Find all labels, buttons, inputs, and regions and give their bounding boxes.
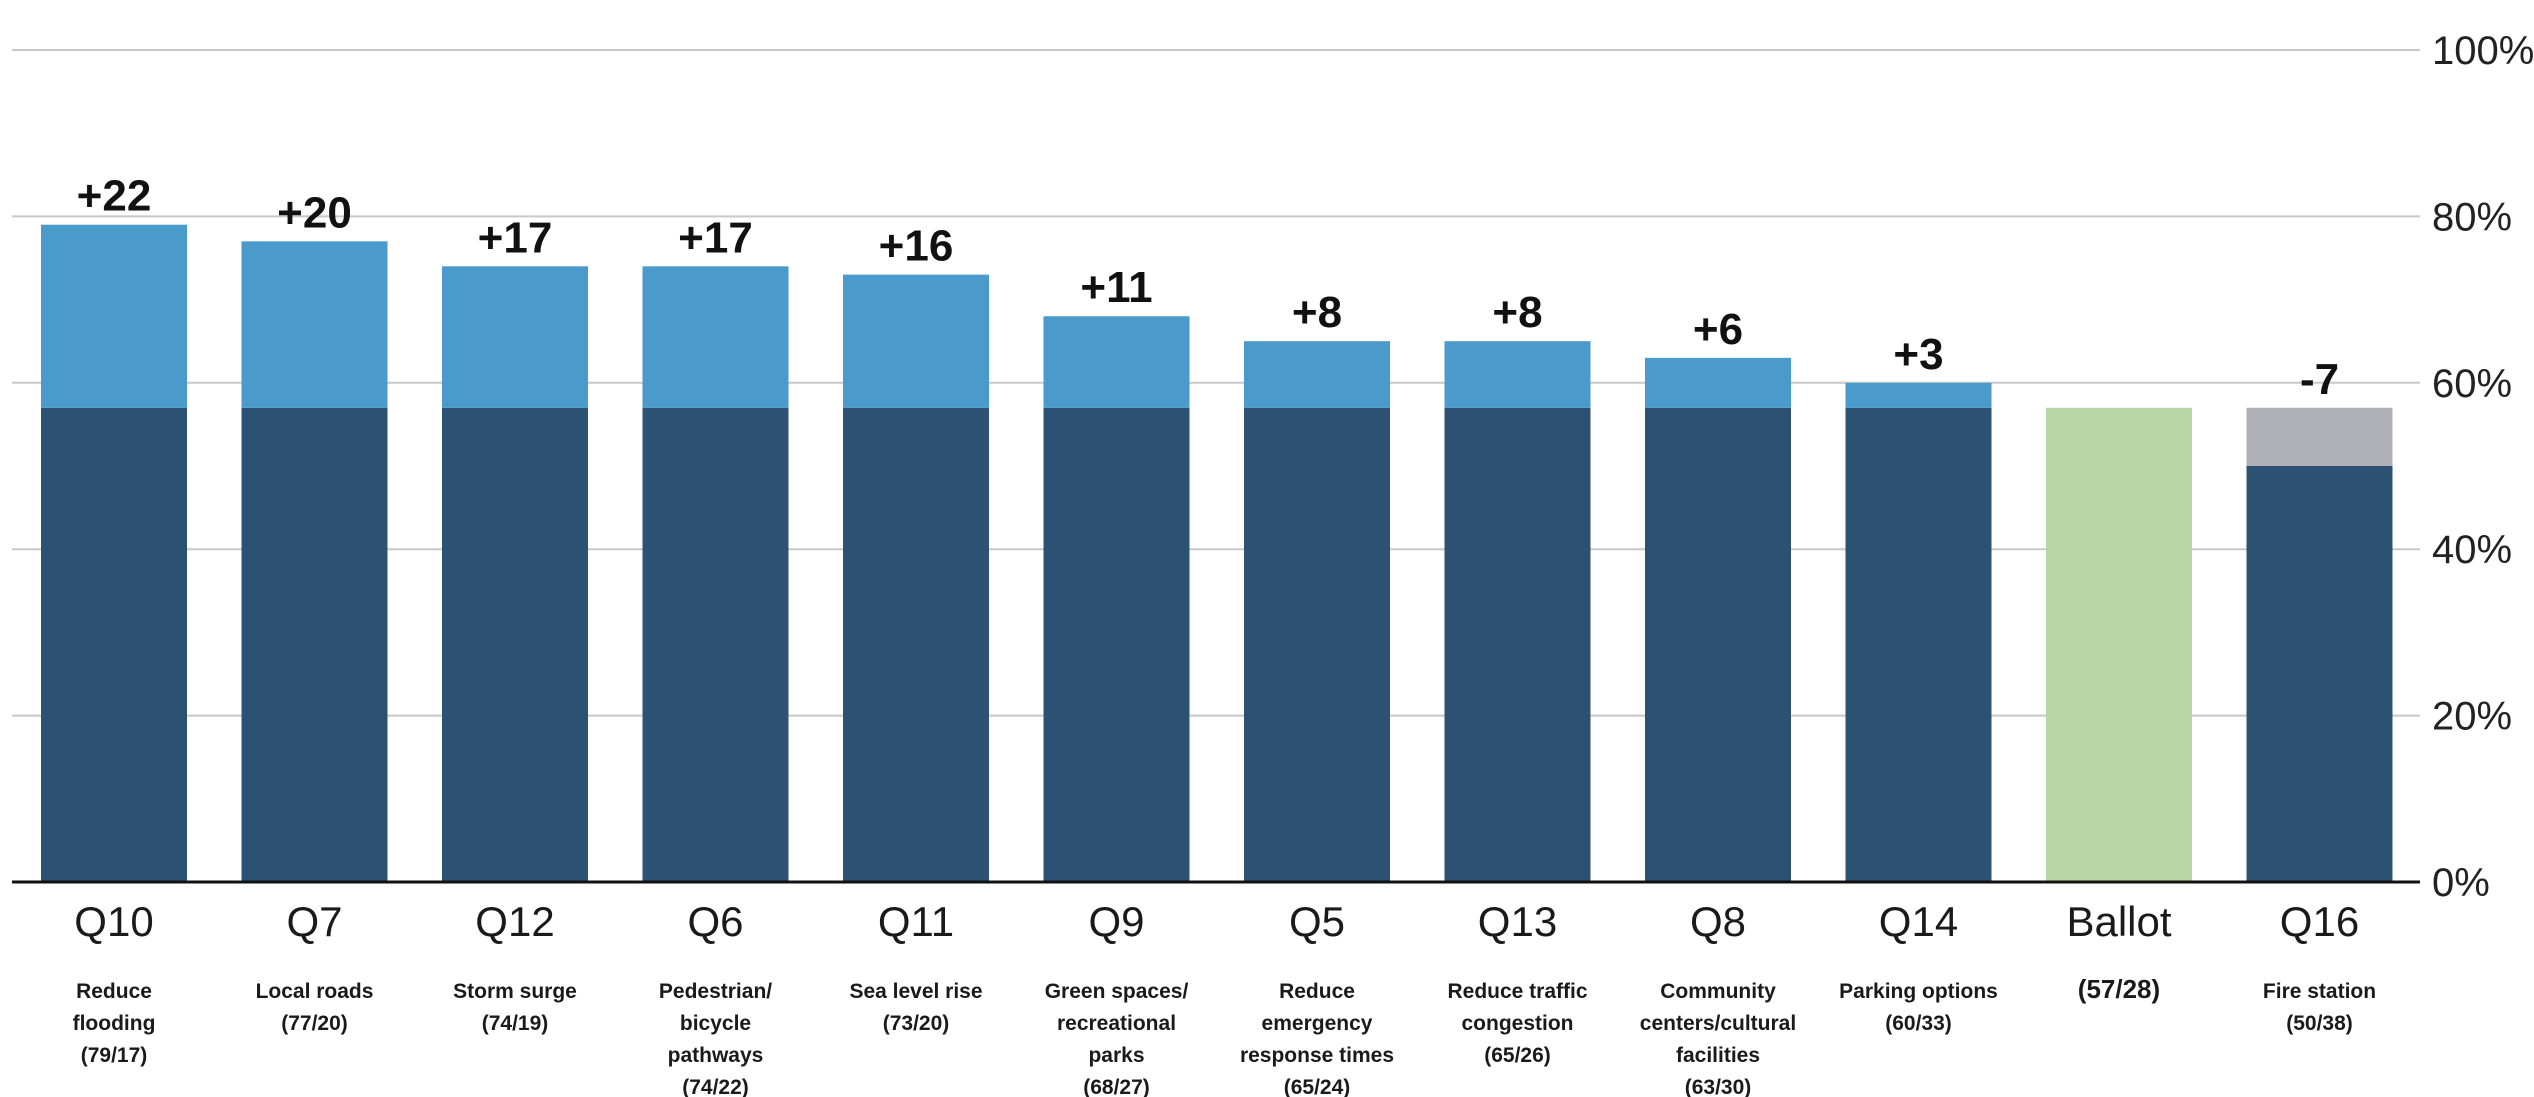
category-description: (79/17) bbox=[81, 1044, 148, 1067]
bar-gain bbox=[642, 266, 789, 408]
category-description: facilities bbox=[1676, 1044, 1760, 1067]
delta-labels: +22 +20 +17 +17 +16 +11 +8 +8 +6 +3 -7 bbox=[77, 172, 2339, 404]
bar-base bbox=[2246, 466, 2393, 882]
category-description: Community bbox=[1660, 980, 1776, 1003]
bar-gain bbox=[1244, 341, 1390, 408]
bar-base bbox=[1645, 407, 1791, 882]
y-tick-label: 60% bbox=[2432, 362, 2512, 406]
delta-label: +22 bbox=[77, 172, 152, 221]
category-description: recreational bbox=[1057, 1012, 1176, 1035]
category-description: Storm surge bbox=[453, 980, 577, 1003]
category-code: Q7 bbox=[286, 898, 342, 945]
category-code: Q14 bbox=[1879, 898, 1958, 945]
y-tick-label: 0% bbox=[2432, 861, 2490, 905]
category-description: Reduce bbox=[76, 980, 152, 1003]
bar-base bbox=[241, 407, 388, 882]
bar-base bbox=[843, 407, 989, 882]
gridlines bbox=[12, 49, 2420, 717]
category-code: Q6 bbox=[687, 898, 743, 945]
delta-label: +8 bbox=[1492, 288, 1542, 337]
category-description: centers/cultural bbox=[1640, 1012, 1796, 1035]
category-code: Ballot bbox=[2066, 898, 2171, 945]
y-tick-label: 40% bbox=[2432, 528, 2512, 572]
category-description: (77/20) bbox=[281, 1012, 348, 1035]
bar-gain bbox=[843, 274, 989, 408]
bar-base bbox=[1043, 407, 1190, 882]
delta-label: -7 bbox=[2300, 355, 2339, 404]
category-description: (73/20) bbox=[883, 1012, 950, 1035]
category-description: parks bbox=[1088, 1044, 1144, 1067]
category-code: Q5 bbox=[1289, 898, 1345, 945]
delta-label: +6 bbox=[1693, 305, 1743, 354]
category-description: (57/28) bbox=[2078, 974, 2160, 1004]
category-description: (63/30) bbox=[1685, 1076, 1752, 1097]
category-description: congestion bbox=[1461, 1012, 1573, 1035]
category-description: Parking options bbox=[1839, 980, 1998, 1003]
category-description: (74/22) bbox=[682, 1076, 749, 1097]
category-description: response times bbox=[1240, 1044, 1394, 1067]
category-description: (50/38) bbox=[2286, 1012, 2353, 1035]
bar-base bbox=[1444, 407, 1591, 882]
category-code: Q13 bbox=[1478, 898, 1557, 945]
y-tick-label: 80% bbox=[2432, 195, 2512, 239]
category-code: Q12 bbox=[475, 898, 554, 945]
y-tick-label: 20% bbox=[2432, 695, 2512, 739]
bar-gain bbox=[1645, 357, 1791, 408]
category-description: emergency bbox=[1262, 1012, 1373, 1035]
category-labels: Q10 Reduce flooding (79/17) Q7 Local roads (77… bbox=[73, 898, 2377, 1097]
category-description: (65/26) bbox=[1484, 1044, 1551, 1067]
delta-label: +11 bbox=[1080, 263, 1152, 312]
delta-label: +17 bbox=[478, 213, 553, 262]
delta-label: +20 bbox=[277, 188, 352, 237]
category-description: (68/27) bbox=[1083, 1076, 1150, 1097]
category-code: Q9 bbox=[1088, 898, 1144, 945]
category-description: flooding bbox=[73, 1012, 156, 1035]
bar-base bbox=[442, 407, 588, 882]
category-description: Sea level rise bbox=[849, 980, 982, 1003]
bar-base bbox=[1845, 407, 1992, 882]
bar-base bbox=[642, 407, 789, 882]
category-description: Green spaces/ bbox=[1045, 980, 1189, 1003]
category-description: Reduce bbox=[1279, 980, 1355, 1003]
bar-gain bbox=[41, 224, 187, 408]
bars bbox=[41, 224, 2393, 882]
delta-label: +8 bbox=[1292, 288, 1342, 337]
bar-base bbox=[1244, 407, 1390, 882]
category-description: bicycle bbox=[680, 1012, 751, 1035]
category-description: Fire station bbox=[2263, 980, 2376, 1003]
bar-gain bbox=[1845, 382, 1992, 408]
category-description: Pedestrian/ bbox=[659, 980, 772, 1003]
delta-label: +3 bbox=[1893, 330, 1943, 379]
category-description: Local roads bbox=[256, 980, 374, 1003]
bar-base bbox=[41, 407, 187, 882]
category-description: Reduce traffic bbox=[1447, 980, 1587, 1003]
category-description: (65/24) bbox=[1284, 1076, 1351, 1097]
bar-gain bbox=[442, 266, 588, 408]
y-tick-label: 100% bbox=[2432, 29, 2534, 73]
y-axis-tick-labels: 0% 20% 40% 60% 80% 100% bbox=[2432, 29, 2534, 905]
bar-gain bbox=[241, 241, 388, 408]
category-code: Q8 bbox=[1690, 898, 1746, 945]
bar-loss bbox=[2246, 407, 2393, 466]
bar-gain bbox=[1444, 341, 1591, 408]
category-code: Q10 bbox=[74, 898, 153, 945]
bar-gain bbox=[1043, 316, 1190, 408]
bar-ballot bbox=[2046, 407, 2192, 882]
category-description: pathways bbox=[668, 1044, 764, 1067]
category-code: Q11 bbox=[878, 898, 954, 945]
delta-label: +16 bbox=[879, 222, 954, 271]
delta-label: +17 bbox=[678, 213, 753, 262]
category-code: Q16 bbox=[2280, 898, 2359, 945]
category-description: (60/33) bbox=[1885, 1012, 1952, 1035]
category-description: (74/19) bbox=[482, 1012, 549, 1035]
